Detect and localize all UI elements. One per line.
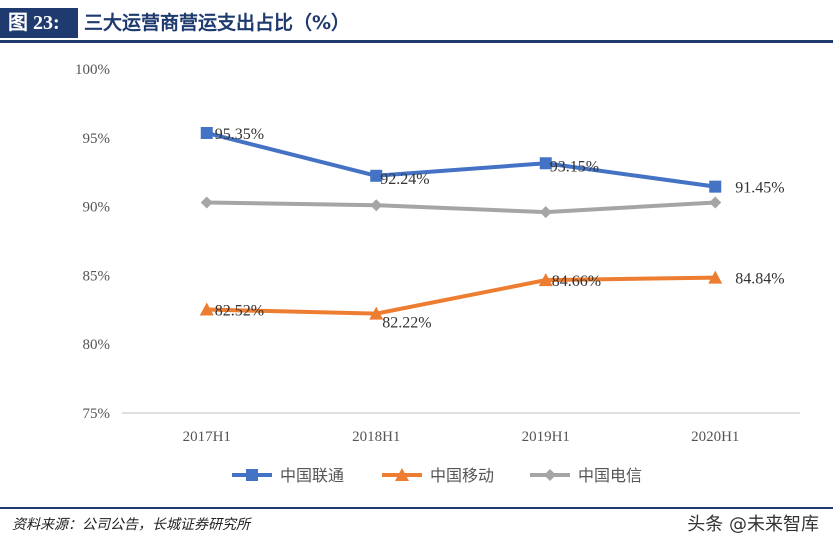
series-line <box>206 275 716 316</box>
data-point <box>539 206 552 219</box>
chart-title: 三大运营商营运支出占比（%） <box>84 12 351 34</box>
legend-item: 中国联通 <box>232 466 344 485</box>
data-point <box>369 306 384 320</box>
legend-marker <box>544 469 556 481</box>
data-point <box>539 157 552 170</box>
y-tick-label: 85% <box>83 268 111 284</box>
data-point <box>199 302 214 316</box>
legend-item: 中国移动 <box>382 466 494 485</box>
legend-label: 中国电信 <box>578 466 642 485</box>
figure-label: 图 23: <box>0 8 78 38</box>
data-labels: 95.35% 92.24% 93.15% 91.45% 82.52% 82.22% 84.6… <box>215 126 785 332</box>
data-label: 95.35% <box>215 126 264 143</box>
data-label: 82.22% <box>382 315 431 332</box>
data-label: 82.52% <box>215 303 264 320</box>
data-point <box>709 196 722 209</box>
y-tick-label: 90% <box>83 200 111 216</box>
data-point <box>200 196 213 209</box>
legend-marker <box>246 469 258 481</box>
data-label: 84.66% <box>552 273 601 290</box>
header-divider <box>0 40 833 43</box>
legend-marker <box>395 468 409 481</box>
x-tick-label: 2020H1 <box>691 429 739 445</box>
series-layer <box>199 126 723 320</box>
legend-item: 中国电信 <box>530 466 642 485</box>
line-chart: 75% 80% 85% 90% 95% 100% 2017H1 2018H1 2019H1 202… <box>75 62 800 485</box>
data-point <box>370 169 383 182</box>
watermark: 头条 @未来智库 <box>687 514 819 535</box>
x-tick-label: 2017H1 <box>183 429 231 445</box>
data-point <box>538 273 553 287</box>
series-line <box>206 131 716 189</box>
y-tick-label: 100% <box>75 62 110 78</box>
data-label: 84.84% <box>735 271 784 288</box>
series-line <box>206 200 716 215</box>
legend-label: 中国联通 <box>280 466 344 485</box>
y-tick-label: 95% <box>83 131 111 147</box>
legend: 中国联通 中国移动 中国电信 <box>232 466 642 485</box>
x-tick-label: 2019H1 <box>522 429 570 445</box>
y-tick-label: 75% <box>83 406 111 422</box>
data-label: 92.24% <box>380 171 429 188</box>
footer-divider <box>0 507 833 509</box>
axes: 75% 80% 85% 90% 95% 100% 2017H1 2018H1 2019H1 202… <box>75 62 800 445</box>
y-tick-label: 80% <box>83 337 111 353</box>
data-point <box>200 126 213 139</box>
series-square <box>200 126 722 193</box>
data-label: 91.45% <box>735 180 784 197</box>
x-tick-label: 2018H1 <box>352 429 400 445</box>
source-note: 资料来源：公司公告，长城证券研究所 <box>12 517 250 533</box>
data-point <box>370 199 383 212</box>
data-point <box>709 180 722 193</box>
data-point <box>708 270 723 284</box>
data-label: 93.15% <box>550 158 599 175</box>
legend-label: 中国移动 <box>430 466 494 485</box>
series-diamond <box>200 196 722 219</box>
figure-header: 图 23: 三大运营商营运支出占比（%） <box>0 0 833 44</box>
series-triangle <box>199 270 723 320</box>
